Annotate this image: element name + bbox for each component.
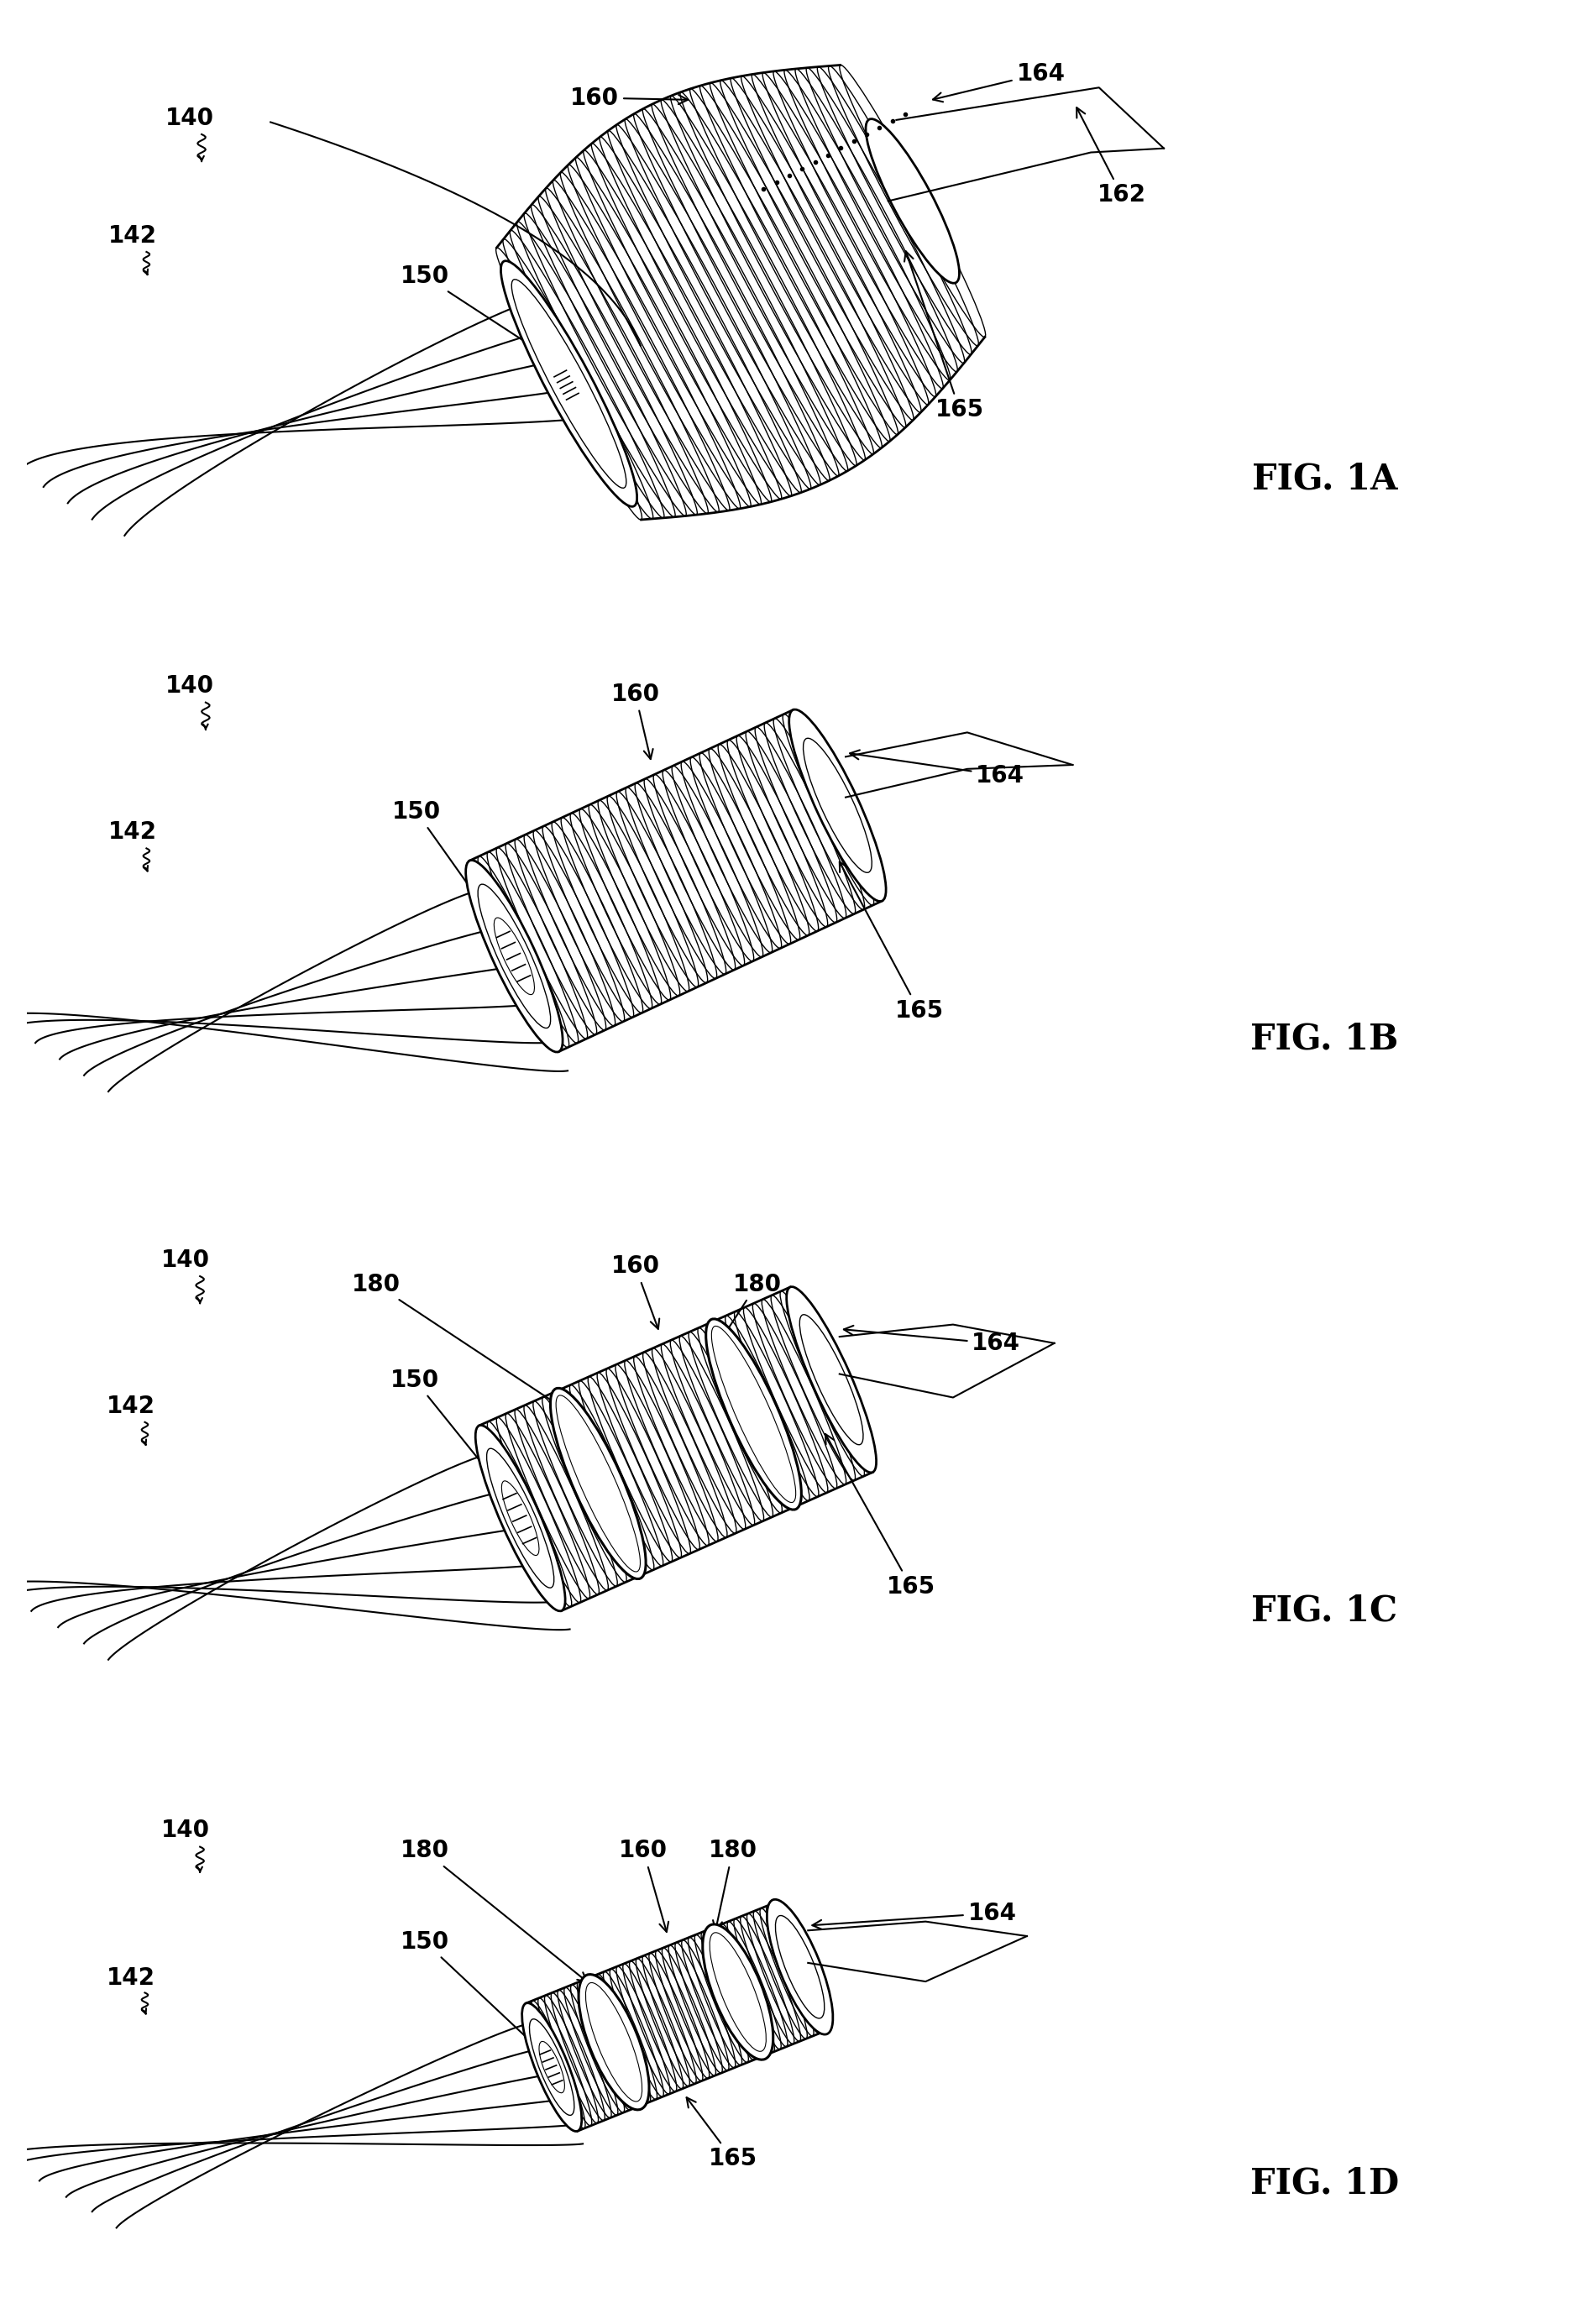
Text: 165: 165 xyxy=(826,1434,935,1599)
Text: FIG. 1B: FIG. 1B xyxy=(1250,1020,1398,1057)
Text: 142: 142 xyxy=(108,820,157,844)
Text: 180: 180 xyxy=(400,1838,587,1982)
Ellipse shape xyxy=(530,2020,574,2115)
Text: FIG. 1A: FIG. 1A xyxy=(1251,460,1397,497)
Ellipse shape xyxy=(767,1899,832,2034)
Ellipse shape xyxy=(865,119,959,284)
Text: 164: 164 xyxy=(812,1901,1016,1929)
Text: 160: 160 xyxy=(571,86,688,109)
Ellipse shape xyxy=(555,1394,641,1571)
Ellipse shape xyxy=(487,1448,554,1587)
Text: FIG. 1D: FIG. 1D xyxy=(1250,2166,1398,2201)
Ellipse shape xyxy=(706,1320,802,1511)
Text: 142: 142 xyxy=(108,223,157,246)
Text: 150: 150 xyxy=(392,799,508,941)
Ellipse shape xyxy=(522,2003,582,2131)
Text: 164: 164 xyxy=(850,751,1025,788)
Text: 164: 164 xyxy=(843,1325,1020,1355)
Text: 140: 140 xyxy=(165,107,214,130)
Text: 164: 164 xyxy=(933,63,1065,102)
Text: 165: 165 xyxy=(840,862,943,1023)
Ellipse shape xyxy=(585,1982,642,2101)
Text: 180: 180 xyxy=(723,1274,782,1336)
Ellipse shape xyxy=(465,860,563,1053)
Text: 140: 140 xyxy=(161,1820,210,1843)
Text: 160: 160 xyxy=(611,683,660,760)
Text: 165: 165 xyxy=(687,2099,758,2171)
Ellipse shape xyxy=(476,1425,565,1611)
Text: 142: 142 xyxy=(106,1394,155,1418)
Text: 165: 165 xyxy=(905,251,984,421)
Text: 150: 150 xyxy=(400,265,573,374)
Text: 142: 142 xyxy=(106,1966,155,1989)
Ellipse shape xyxy=(539,2040,565,2094)
Text: 160: 160 xyxy=(619,1838,669,1931)
Ellipse shape xyxy=(501,260,638,507)
Text: 140: 140 xyxy=(165,674,214,697)
Ellipse shape xyxy=(804,739,872,872)
Ellipse shape xyxy=(501,1480,539,1555)
Ellipse shape xyxy=(789,709,886,902)
Ellipse shape xyxy=(775,1915,824,2017)
Ellipse shape xyxy=(712,1327,796,1504)
Ellipse shape xyxy=(786,1287,876,1473)
Text: 140: 140 xyxy=(161,1248,210,1271)
Ellipse shape xyxy=(551,1387,645,1578)
Ellipse shape xyxy=(710,1934,766,2052)
Ellipse shape xyxy=(511,279,626,488)
Ellipse shape xyxy=(702,1924,774,2059)
Ellipse shape xyxy=(478,883,551,1027)
Text: 180: 180 xyxy=(351,1274,562,1406)
Ellipse shape xyxy=(579,1975,649,2110)
Ellipse shape xyxy=(494,918,535,995)
Text: 180: 180 xyxy=(709,1838,756,1931)
Text: 150: 150 xyxy=(400,1929,544,2054)
Text: 162: 162 xyxy=(1077,107,1145,207)
Text: 150: 150 xyxy=(391,1369,514,1504)
Ellipse shape xyxy=(799,1315,864,1446)
Text: 160: 160 xyxy=(611,1255,660,1329)
Text: FIG. 1C: FIG. 1C xyxy=(1251,1594,1397,1629)
